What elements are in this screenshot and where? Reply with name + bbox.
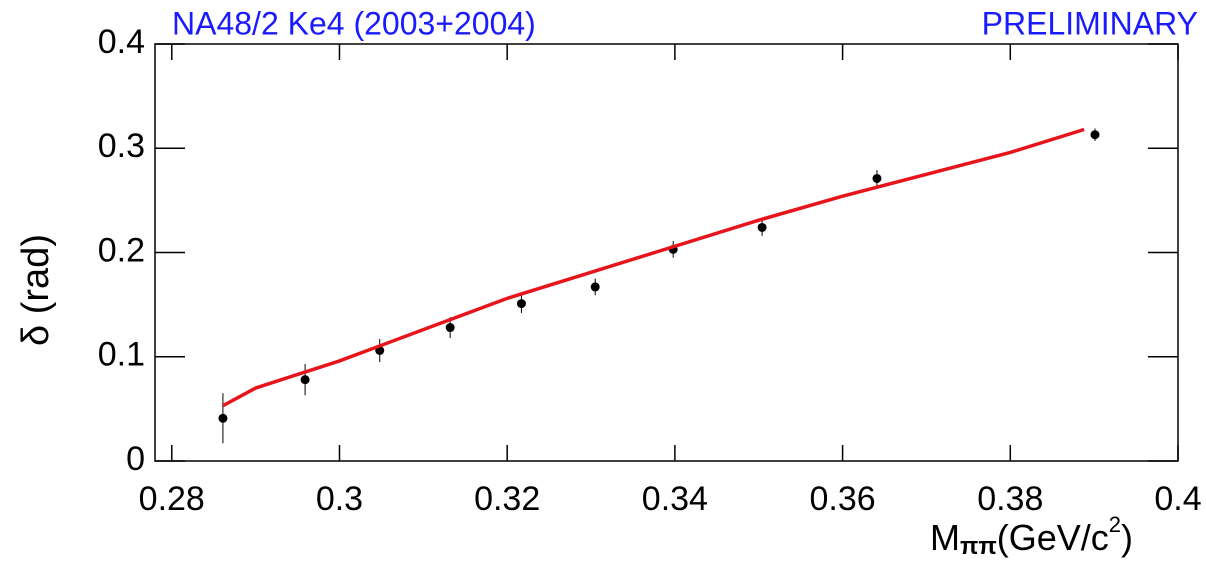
x-axis-label: Mππ(GeV/c2) [930,512,1133,561]
x-label-sup: 2 [1109,512,1121,537]
data-point [445,323,455,333]
fit-line [222,127,1085,408]
x-label-part: (GeV/c [997,517,1109,558]
x-tick-label: 0.32 [474,480,540,518]
data-point [516,299,526,309]
data-point [757,222,767,232]
data-point [590,282,600,292]
y-tick-label: 0.1 [98,336,145,374]
y-axis-label: δ (rad) [15,234,57,346]
x-tick-label: 0.3 [316,480,363,518]
y-tick-label: 0.3 [98,127,145,165]
x-tick-label: 0.28 [139,480,205,518]
y-tick-label: 0.2 [98,231,145,269]
chart-title: NA48/2 Ke4 (2003+2004) [172,5,536,41]
data-point [218,413,228,423]
chart-subtitle: PRELIMINARY [982,5,1198,41]
x-tick-label: 0.34 [642,480,708,518]
data-point [1090,130,1100,140]
y-tick-label: 0 [126,440,145,478]
x-label-part: M [930,517,960,558]
x-label-part: ) [1121,517,1133,558]
y-tick-label: 0.4 [98,23,145,61]
plot-frame [154,43,1179,462]
x-tick-label: 0.38 [977,480,1043,518]
data-point [300,375,310,385]
x-tick-label: 0.36 [809,480,875,518]
x-tick-label: 0.4 [1154,480,1201,518]
data-point [872,173,882,183]
x-label-sub: ππ [960,533,997,560]
